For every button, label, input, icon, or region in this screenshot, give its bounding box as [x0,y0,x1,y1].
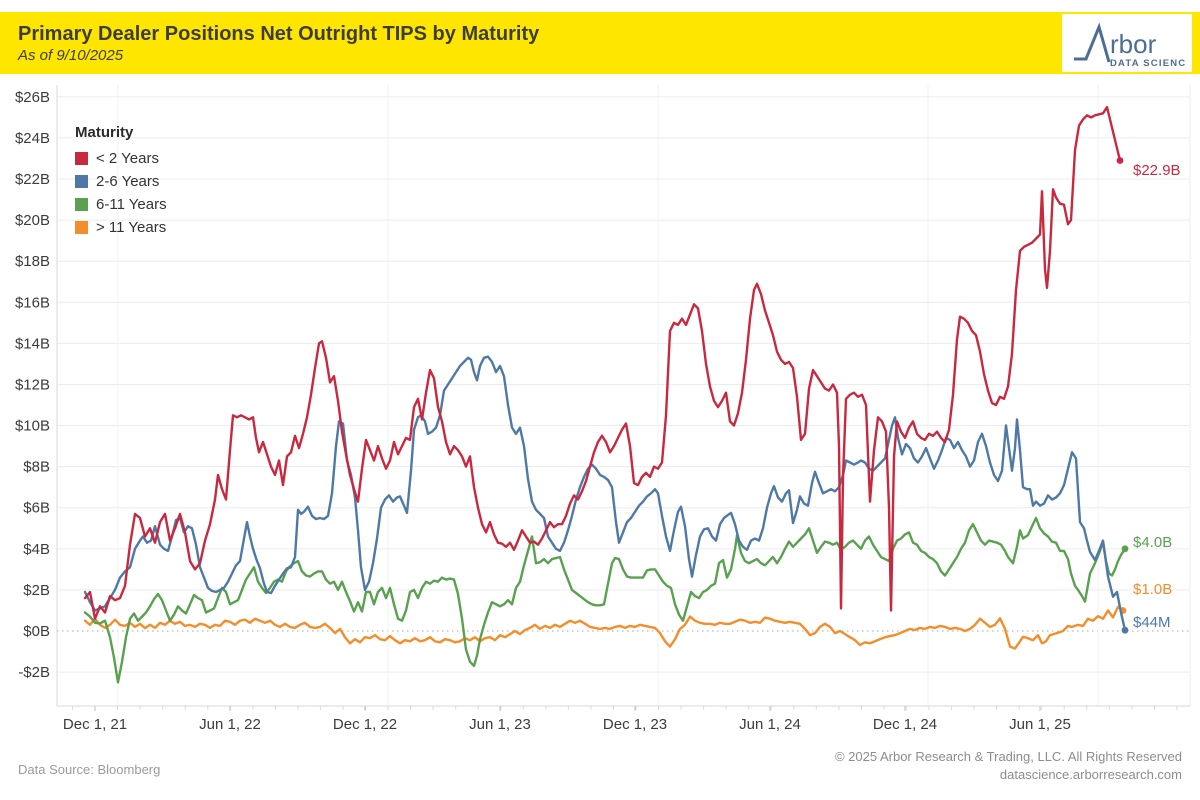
logo-tagline-text: DATA SCIENCE [1110,58,1186,69]
series-line--11-years [83,605,1125,650]
y-axis-label: $6B [23,500,50,517]
arbor-logo-icon: rbor DATA SCIENCE [1074,22,1186,69]
data-source-note: Data Source: Bloomberg [18,762,161,777]
legend-item-label: 6-11 Years [96,196,167,213]
series-end-label: $4.0B [1133,534,1172,551]
legend-item-label: > 11 Years [96,219,167,236]
series-end-label: $22.9B [1133,162,1181,179]
website-link[interactable]: datascience.arborresearch.com [999,767,1182,782]
legend-items: < 2 Years 2-6 Years 6-11 Years > 11 Years [75,147,167,239]
y-axis-label: $12B [15,376,50,393]
y-axis-label: $20B [15,212,50,229]
legend-item-label: < 2 Years [96,150,159,167]
copyright-note: © 2025 Arbor Research & Trading, LLC. Al… [834,749,1182,764]
x-axis-label: Jun 1, 25 [1009,716,1071,733]
legend-swatch-icon [75,175,88,188]
y-axis-label: $10B [15,418,50,435]
header-banner: Primary Dealer Positions Net Outright TI… [0,12,1200,74]
y-axis-label: $0B [23,623,50,640]
y-axis-label: $4B [23,541,50,558]
y-axis-label: $24B [15,130,50,147]
y-axis-label: $18B [15,253,50,270]
footer-right: © 2025 Arbor Research & Trading, LLC. Al… [835,748,1182,784]
series-end-dot [1121,626,1129,634]
series-line--2-years [83,105,1122,620]
y-axis-label: $2B [23,582,50,599]
legend-item-2: 2-6 Years [75,170,167,193]
x-axis-label: Dec 1, 23 [603,716,667,733]
y-axis-label: $8B [23,459,50,476]
y-axis-label: $14B [15,335,50,352]
legend-title: Maturity [75,124,134,141]
as-of-date: As of 9/10/2025 [18,46,124,64]
x-axis-label: Jun 1, 23 [469,716,531,733]
page-title: Primary Dealer Positions Net Outright TI… [18,22,540,45]
series-end-label: $44M [1133,614,1171,631]
y-axis-label: $26B [15,89,50,106]
series-line-2-6-years [83,355,1127,632]
legend-swatch-icon [75,198,88,211]
series-end-dot [1121,545,1129,553]
x-axis-label: Jun 1, 24 [739,716,801,733]
y-axis-label: -$2B [18,664,50,681]
legend-item-3: 6-11 Years [75,193,167,216]
legend-item-label: 2-6 Years [96,173,160,190]
series-end-label: $1.0B [1133,581,1172,598]
x-axis-label: Dec 1, 24 [873,716,937,733]
series-end-dot [1116,157,1124,164]
legend-swatch-icon [75,221,88,234]
legend: Maturity < 2 Years 2-6 Years 6-11 Years > 1… [75,124,167,239]
y-axis-label: $22B [15,171,50,188]
legend-item-1: < 2 Years [75,147,167,170]
series-line-6-11-years [83,516,1127,684]
legend-item-4: > 11 Years [75,216,167,239]
x-axis-label: Jun 1, 22 [199,716,261,733]
x-axis-label: Dec 1, 22 [333,716,397,733]
arbor-logo: rbor DATA SCIENCE [1062,14,1192,72]
y-axis-label: $16B [15,294,50,311]
x-axis-label: Dec 1, 21 [63,716,127,733]
logo-brand-text: rbor [1110,29,1157,59]
legend-swatch-icon [75,152,88,165]
